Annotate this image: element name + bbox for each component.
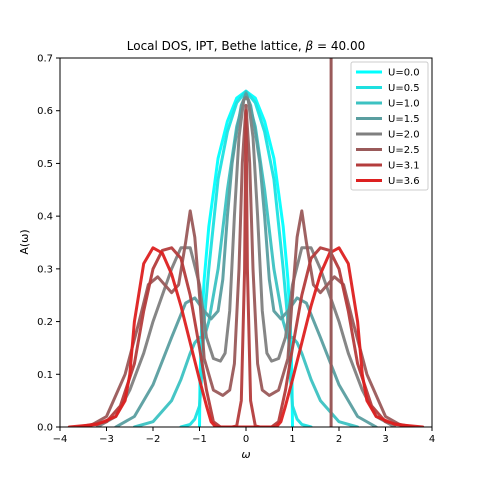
x-tick-label: −2 (146, 434, 161, 445)
legend-label: U=3.1 (388, 161, 420, 172)
legend-label: U=2.5 (388, 145, 420, 156)
series-line-u-3-6 (67, 246, 425, 427)
x-axis-title: ω (241, 448, 250, 461)
y-tick-label: 0.3 (37, 264, 53, 275)
chart-title: Local DOS, IPT, Bethe lattice, β = 40.00 (127, 39, 365, 53)
series-line-u-3-1 (77, 109, 415, 427)
series-layer (67, 89, 425, 427)
x-tick-label: 4 (429, 434, 435, 445)
x-tick-label: 2 (336, 434, 342, 445)
x-tick-label: −1 (192, 434, 207, 445)
legend-box (350, 61, 429, 191)
x-tick-label: 3 (382, 434, 388, 445)
legend-label: U=3.6 (388, 176, 420, 187)
y-tick-label: 0.0 (37, 423, 53, 434)
y-tick-label: 0.6 (37, 106, 53, 117)
y-tick-label: 0.2 (37, 317, 53, 328)
x-tick-label: −3 (99, 434, 114, 445)
series-line-u-2-5 (86, 103, 406, 427)
series-line-u-2-0 (95, 96, 397, 427)
y-axis-title: A(ω) (18, 229, 31, 254)
legend-label: U=0.5 (388, 83, 420, 94)
legend-label: U=1.0 (388, 99, 420, 110)
legend-label: U=1.5 (388, 114, 420, 125)
x-tick-label: −4 (53, 434, 68, 445)
x-axis: −4 −3 −2 −1 0 1 2 3 4 (53, 427, 435, 445)
x-tick-label: 0 (243, 434, 249, 445)
y-tick-label: 0.5 (37, 159, 53, 170)
legend-label: U=2.0 (388, 130, 420, 141)
legend: U=0.0 U=0.5 U=1.0 U=1.5 U=2.0 U=2.5 U=3.1 U=3.6 (350, 61, 429, 191)
y-tick-label: 0.7 (37, 54, 53, 65)
x-tick-label: 1 (289, 434, 295, 445)
y-tick-label: 0.1 (37, 370, 53, 381)
y-tick-label: 0.4 (37, 212, 53, 223)
plot-area (59, 57, 433, 428)
legend-label: U=0.0 (388, 68, 420, 79)
y-axis: 0.0 0.1 0.2 0.3 0.4 0.5 0.6 0.7 (37, 54, 60, 434)
